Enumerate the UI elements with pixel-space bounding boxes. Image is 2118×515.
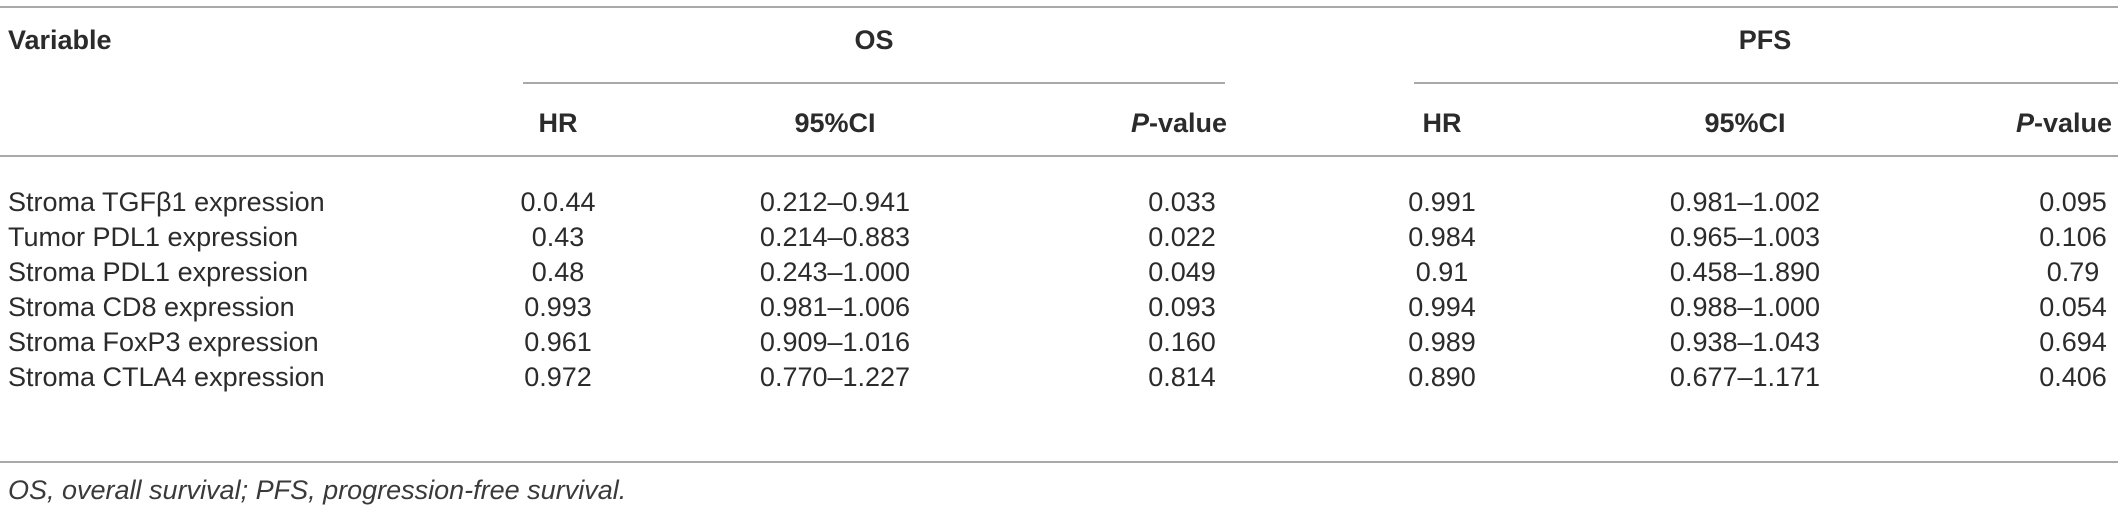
header-os-pvalue: P-value <box>1131 107 1227 139</box>
cell-os-hr: 0.961 <box>524 327 592 357</box>
cell-variable: Stroma TGFβ1 expression <box>8 187 325 217</box>
cell-variable: Stroma PDL1 expression <box>8 257 309 287</box>
header-pfs-ci: 95%CI <box>1704 108 1786 138</box>
cell-pfs-hr: 0.91 <box>1415 257 1469 287</box>
cell-pfs-hr: 0.991 <box>1408 187 1476 217</box>
header-pfs-pvalue: P-value <box>2016 107 2112 139</box>
cell-os-p: 0.033 <box>1148 187 1216 217</box>
cell-os-p: 0.093 <box>1148 292 1216 322</box>
cell-pfs-ci: 0.458–1.890 <box>1669 257 1821 287</box>
cell-os-ci: 0.981–1.006 <box>759 292 911 322</box>
p-rest: -value <box>1148 108 1227 138</box>
header-os: OS <box>854 25 894 55</box>
cell-variable: Tumor PDL1 expression <box>8 222 299 252</box>
cell-pfs-hr: 0.984 <box>1408 222 1476 252</box>
cell-pfs-ci: 0.981–1.002 <box>1669 187 1821 217</box>
header-bottom-rule <box>0 155 2118 157</box>
cell-os-ci: 0.243–1.000 <box>759 257 911 287</box>
cell-pfs-p: 0.406 <box>2039 362 2107 392</box>
cell-os-hr: 0.0.44 <box>520 187 596 217</box>
cell-pfs-ci: 0.988–1.000 <box>1669 292 1821 322</box>
cell-os-hr: 0.48 <box>531 257 585 287</box>
cell-variable: Stroma FoxP3 expression <box>8 327 319 357</box>
p-italic: P <box>2015 108 2034 138</box>
cell-variable: Stroma CD8 expression <box>8 292 295 322</box>
p-rest: -value <box>2033 108 2112 138</box>
cell-pfs-hr: 0.890 <box>1408 362 1476 392</box>
os-group-rule <box>523 82 1225 84</box>
cell-os-p: 0.049 <box>1148 257 1216 287</box>
header-pfs-hr: HR <box>1422 108 1462 138</box>
cell-pfs-ci: 0.965–1.003 <box>1669 222 1821 252</box>
table-bottom-rule <box>0 461 2118 463</box>
cell-os-ci: 0.212–0.941 <box>759 187 911 217</box>
cell-os-hr: 0.972 <box>524 362 592 392</box>
cell-pfs-p: 0.79 <box>2046 257 2100 287</box>
header-os-ci: 95%CI <box>794 108 876 138</box>
top-rule <box>0 6 2118 8</box>
header-variable: Variable <box>8 25 112 55</box>
cell-os-p: 0.160 <box>1148 327 1216 357</box>
p-italic: P <box>1130 108 1149 138</box>
header-os-hr: HR <box>538 108 578 138</box>
cell-os-hr: 0.993 <box>524 292 592 322</box>
cell-os-ci: 0.909–1.016 <box>759 327 911 357</box>
cell-os-ci: 0.770–1.227 <box>759 362 911 392</box>
cell-pfs-p: 0.694 <box>2039 327 2107 357</box>
cell-variable: Stroma CTLA4 expression <box>8 362 325 392</box>
cell-pfs-p: 0.095 <box>2039 187 2107 217</box>
cell-pfs-p: 0.054 <box>2039 292 2107 322</box>
cell-os-hr: 0.43 <box>531 222 585 252</box>
pfs-group-rule <box>1414 82 2118 84</box>
table-footnote: OS, overall survival; PFS, progression-f… <box>8 475 627 505</box>
cell-pfs-hr: 0.994 <box>1408 292 1476 322</box>
header-pfs: PFS <box>1738 25 1792 55</box>
cell-pfs-hr: 0.989 <box>1408 327 1476 357</box>
cell-pfs-p: 0.106 <box>2039 222 2107 252</box>
cell-os-ci: 0.214–0.883 <box>759 222 911 252</box>
cell-os-p: 0.814 <box>1148 362 1216 392</box>
cell-pfs-ci: 0.938–1.043 <box>1669 327 1821 357</box>
cell-os-p: 0.022 <box>1148 222 1216 252</box>
cell-pfs-ci: 0.677–1.171 <box>1669 362 1821 392</box>
